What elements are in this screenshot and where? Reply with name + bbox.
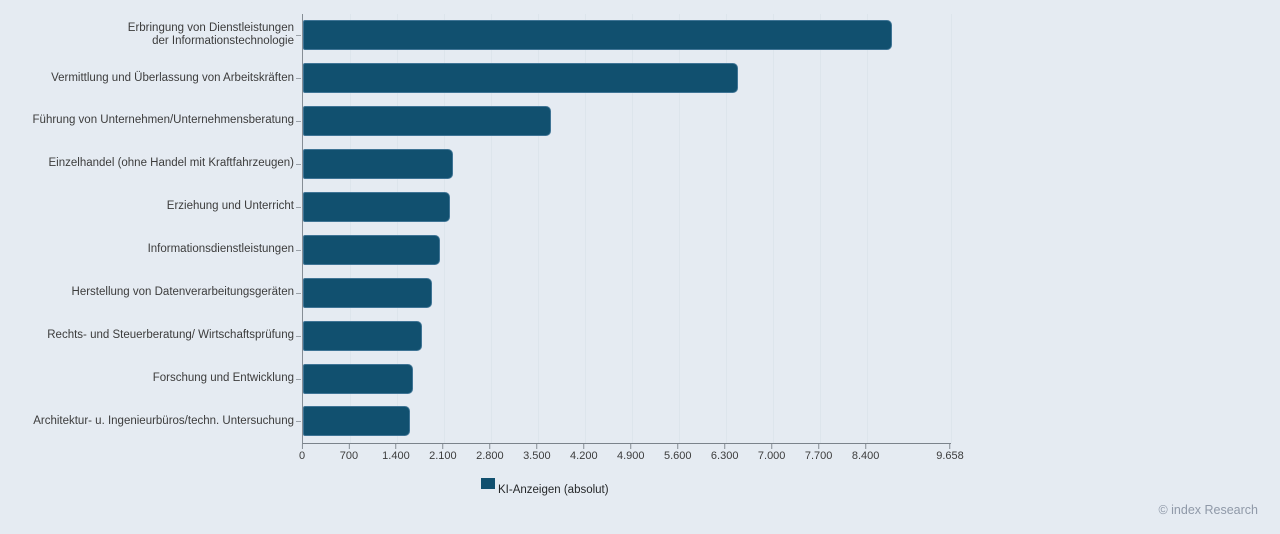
bar-row: [303, 228, 951, 271]
category-label: Erbringung von Dienstleistungen der Info…: [0, 14, 302, 57]
x-tick-mark: [348, 444, 350, 449]
x-tick-mark: [301, 444, 303, 449]
gridline: [537, 14, 539, 443]
category-label: Vermittlung und Überlassung von Arbeitsk…: [0, 57, 302, 100]
category-label: Erziehung und Unterricht: [0, 186, 302, 229]
bar-row: [303, 271, 951, 314]
x-tick-label: 2.100: [429, 450, 457, 462]
bar: [303, 234, 440, 265]
gridline: [349, 14, 351, 443]
x-tick-mark: [395, 444, 397, 449]
bar: [303, 106, 552, 137]
x-tick-mark: [536, 444, 538, 449]
x-tick-mark: [489, 444, 491, 449]
x-tick-label: 3.500: [523, 450, 551, 462]
category-label: Rechts- und Steuerberatung/ Wirtschaftsp…: [0, 314, 302, 357]
x-tick-mark: [865, 444, 867, 449]
x-tick-mark: [630, 444, 632, 449]
gridline: [819, 14, 821, 443]
legend-swatch-icon: [481, 478, 495, 489]
category-label: Architektur- u. Ingenieurbüros/techn. Un…: [0, 400, 302, 443]
x-tick-mark: [724, 444, 726, 449]
bar: [303, 63, 738, 94]
x-tick-label: 0: [298, 450, 306, 462]
bar: [303, 20, 893, 51]
gridline: [631, 14, 633, 443]
x-tick-label: 4.200: [570, 450, 598, 462]
gridline: [866, 14, 868, 443]
category-labels: Erbringung von Dienstleistungen der Info…: [0, 14, 302, 443]
gridline: [951, 14, 952, 443]
category-label: Informationsdienstleistungen: [0, 228, 302, 271]
legend-label: KI-Anzeigen (absolut): [498, 484, 609, 496]
gridline: [490, 14, 492, 443]
x-axis: 0 700 1.400 2.100 2.800 3.500 4.200 4.900 5.600 6…: [298, 444, 964, 466]
category-label: Einzelhandel (ohne Handel mit Kraftfahrz…: [0, 143, 302, 186]
x-tick-mark: [949, 444, 951, 449]
x-tick-label: 8.400: [851, 450, 880, 462]
bar: [303, 320, 423, 351]
x-tick-mark: [583, 444, 585, 449]
bar-row: [303, 14, 951, 57]
category-label: Forschung und Entwicklung: [0, 357, 302, 400]
x-tick-label: 6.300: [710, 450, 739, 462]
gridline: [396, 14, 398, 443]
gridline: [678, 14, 680, 443]
bar-row: [303, 100, 951, 143]
x-tick-mark: [442, 444, 444, 449]
plot-area: [302, 14, 952, 444]
bar-row: [303, 143, 951, 186]
x-tick-label: 7.700: [804, 450, 833, 462]
x-tick-label: 7.000: [757, 450, 786, 462]
gridline: [443, 14, 445, 443]
bar-rows: [303, 14, 951, 443]
x-tick-label: 9.658: [936, 450, 964, 462]
bar-row: [303, 400, 951, 443]
gridline: [584, 14, 586, 443]
bar-row: [303, 57, 951, 100]
bar: [303, 363, 414, 394]
bar: [303, 192, 450, 222]
bar: [303, 149, 454, 180]
x-tick-mark: [677, 444, 679, 449]
copyright-text: © index Research: [1158, 503, 1258, 517]
x-tick-mark: [818, 444, 820, 449]
legend: KI-Anzeigen (absolut): [481, 478, 609, 496]
x-tick-label: 4.900: [616, 450, 645, 462]
bar-row: [303, 357, 951, 400]
bar-row: [303, 186, 951, 229]
category-label: Führung von Unternehmen/Unternehmensbera…: [0, 100, 302, 143]
x-tick-label: 1.400: [382, 450, 410, 462]
x-tick-mark: [771, 444, 773, 449]
bar: [303, 277, 433, 308]
bar: [303, 406, 410, 437]
gridline: [772, 14, 774, 443]
x-tick-label: 5.600: [663, 450, 692, 462]
x-tick-label: 2.800: [476, 450, 504, 462]
bar-row: [303, 314, 951, 357]
x-tick-label: 700: [339, 450, 359, 462]
gridline: [725, 14, 727, 443]
category-label: Herstellung von Datenverarbeitungsgeräte…: [0, 271, 302, 314]
